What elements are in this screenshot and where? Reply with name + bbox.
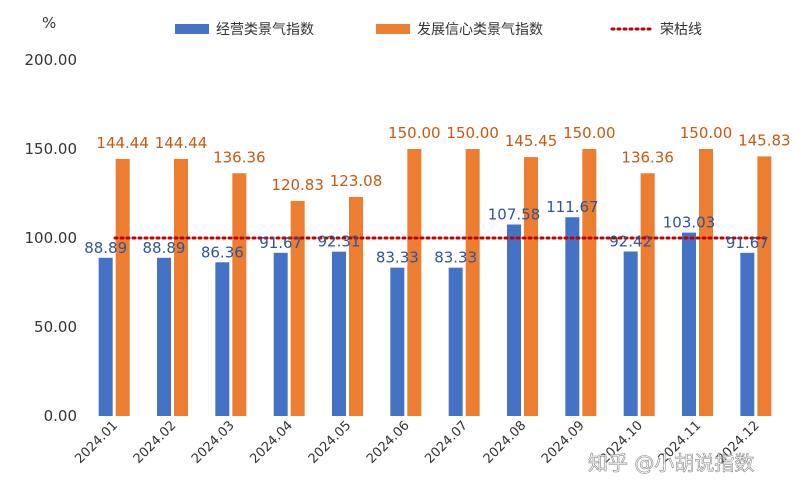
data-label-confidence: 150.00 [446, 124, 499, 142]
bar-operating-index [98, 257, 113, 416]
data-label-operating: 83.33 [434, 249, 477, 267]
legend-swatch-confidence [376, 24, 410, 34]
watermark: 知乎 @小胡说指数 [588, 451, 754, 475]
x-tick-label: 2024.06 [364, 418, 413, 467]
data-label-confidence: 144.44 [155, 134, 208, 152]
legend-swatch-operating [175, 24, 209, 34]
bar-operating-index [390, 267, 405, 416]
bar-confidence-index [290, 200, 305, 416]
data-label-operating: 88.89 [84, 239, 127, 257]
x-tick-label: 2024.07 [422, 418, 471, 467]
y-tick-label: 200.00 [25, 51, 78, 69]
data-label-operating: 92.31 [318, 233, 361, 251]
data-label-operating: 86.36 [201, 243, 244, 261]
bar-confidence-index [232, 173, 247, 416]
bar-operating-index [682, 232, 696, 416]
data-label-operating: 92.42 [609, 232, 652, 250]
data-label-confidence: 145.45 [505, 132, 558, 150]
bar-operating-index [273, 252, 288, 416]
bar-confidence-index [115, 158, 130, 417]
data-labels: 88.89 144.44 88.89 144.44 86.36 136.36 91.67 12… [84, 124, 790, 267]
data-label-operating: 91.67 [259, 234, 302, 252]
data-label-confidence: 150.00 [563, 124, 616, 142]
bar-operating-index [448, 267, 463, 416]
legend-label-confidence: 发展信心类景气指数 [417, 22, 543, 38]
bar-confidence-index [407, 149, 422, 416]
data-label-operating: 83.33 [376, 249, 419, 267]
legend-label-operating: 经营类景气指数 [216, 22, 314, 38]
data-label-confidence: 145.83 [738, 131, 791, 149]
bar-confidence-index [524, 157, 538, 416]
y-axis-unit: % [42, 14, 56, 32]
x-tick-label: 2024.05 [306, 418, 355, 467]
data-label-operating: 111.67 [546, 198, 599, 216]
x-tick-label: 2024.04 [247, 418, 296, 467]
bar-operating-index [507, 224, 521, 416]
bar-confidence-index [349, 196, 363, 416]
data-label-confidence: 120.83 [271, 176, 324, 194]
data-label-operating: 88.89 [143, 239, 186, 257]
bars [98, 149, 772, 417]
x-tick-label: 2024.08 [481, 418, 530, 467]
bar-operating-index [623, 251, 638, 416]
bar-operating-index [157, 257, 171, 416]
x-tick-label: 2024.02 [131, 418, 180, 467]
data-label-operating: 107.58 [488, 206, 541, 224]
data-label-confidence: 150.00 [680, 124, 733, 142]
legend: 经营类景气指数 发展信心类景气指数 荣枯线 [175, 22, 702, 38]
y-tick-label: 150.00 [25, 140, 78, 158]
bar-operating-index [215, 262, 230, 416]
bar-confidence-index [174, 158, 188, 417]
y-tick-label: 100.00 [25, 229, 78, 247]
bar-confidence-index [699, 149, 713, 416]
bar-confidence-index [582, 149, 597, 416]
bar-confidence-index [640, 173, 655, 416]
x-tick-label: 2024.03 [189, 418, 238, 467]
legend-label-reference: 荣枯线 [660, 22, 702, 38]
bar-operating-index [332, 251, 346, 416]
bar-confidence-index [465, 149, 480, 416]
data-label-confidence: 136.36 [213, 148, 266, 166]
bar-operating-index [565, 217, 580, 416]
data-label-operating: 91.67 [726, 234, 769, 252]
bar-operating-index [740, 252, 755, 416]
x-tick-label: 2024.01 [72, 418, 121, 467]
y-tick-label: 0.00 [44, 407, 77, 425]
data-label-operating: 103.03 [663, 214, 716, 232]
data-label-confidence: 150.00 [388, 124, 441, 142]
y-axis-ticks: 0.00 50.00 100.00 150.00 200.00 [25, 51, 78, 425]
y-tick-label: 50.00 [34, 318, 77, 336]
data-label-confidence: 136.36 [621, 148, 674, 166]
x-tick-label: 2024.09 [539, 418, 588, 467]
data-label-confidence: 123.08 [330, 172, 383, 190]
bar-confidence-index [757, 156, 772, 416]
data-label-confidence: 144.44 [96, 134, 149, 152]
